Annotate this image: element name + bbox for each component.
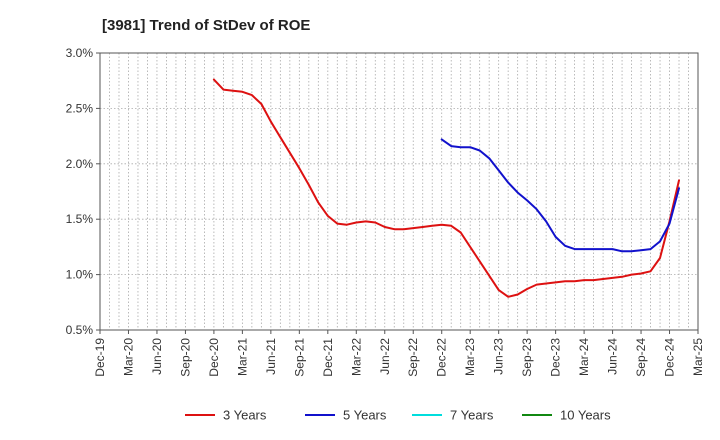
grid	[100, 53, 698, 330]
x-tick-label: Mar-24	[577, 338, 591, 376]
series-line-5-years	[440, 138, 680, 253]
x-tick-label: Dec-21	[321, 338, 335, 377]
y-tick-label: 1.5%	[66, 212, 94, 226]
x-tick-label: Dec-22	[435, 338, 449, 377]
x-tick-label: Jun-24	[606, 338, 620, 375]
x-tick-label: Mar-25	[691, 338, 705, 376]
x-axis: Dec-19 Mar-20 Jun-20 Sep-20 Dec-20 Mar-21 Jun-…	[93, 330, 705, 377]
legend-label: 10 Years	[560, 408, 611, 423]
y-tick-label: 3.0%	[66, 46, 94, 60]
x-tick-label: Sep-21	[292, 338, 306, 377]
x-tick-label: Jun-23	[492, 338, 506, 375]
y-tick-label: 2.0%	[66, 157, 94, 171]
legend-label: 3 Years	[223, 408, 267, 423]
x-tick-label: Jun-21	[264, 338, 278, 375]
series-line-3-years	[212, 78, 680, 298]
x-tick-label: Mar-22	[349, 338, 363, 376]
x-tick-label: Mar-20	[121, 338, 135, 376]
plot-frame	[99, 52, 699, 331]
x-tick-label: Dec-23	[549, 338, 563, 377]
x-tick-label: Jun-20	[150, 338, 164, 375]
y-tick-label: 0.5%	[66, 323, 94, 337]
y-axis: 0.5% 1.0% 1.5% 2.0% 2.5% 3.0%	[66, 46, 100, 337]
x-tick-label: Dec-19	[93, 338, 107, 377]
x-tick-label: Jun-22	[378, 338, 392, 375]
legend: 3 Years 5 Years 7 Years 10 Years	[185, 408, 611, 423]
x-tick-label: Dec-20	[207, 338, 221, 377]
legend-label: 7 Years	[450, 408, 494, 423]
x-tick-label: Dec-24	[663, 338, 677, 377]
y-tick-label: 2.5%	[66, 101, 94, 115]
y-tick-label: 1.0%	[66, 268, 94, 282]
x-tick-label: Sep-23	[520, 338, 534, 377]
x-tick-label: Mar-23	[463, 338, 477, 376]
x-tick-label: Mar-21	[235, 338, 249, 376]
legend-label: 5 Years	[343, 408, 387, 423]
x-tick-label: Sep-24	[634, 338, 648, 377]
chart-title: [3981] Trend of StDev of ROE	[102, 17, 310, 34]
x-tick-label: Sep-22	[406, 338, 420, 377]
x-tick-label: Sep-20	[178, 338, 192, 377]
series-lines	[212, 78, 680, 298]
